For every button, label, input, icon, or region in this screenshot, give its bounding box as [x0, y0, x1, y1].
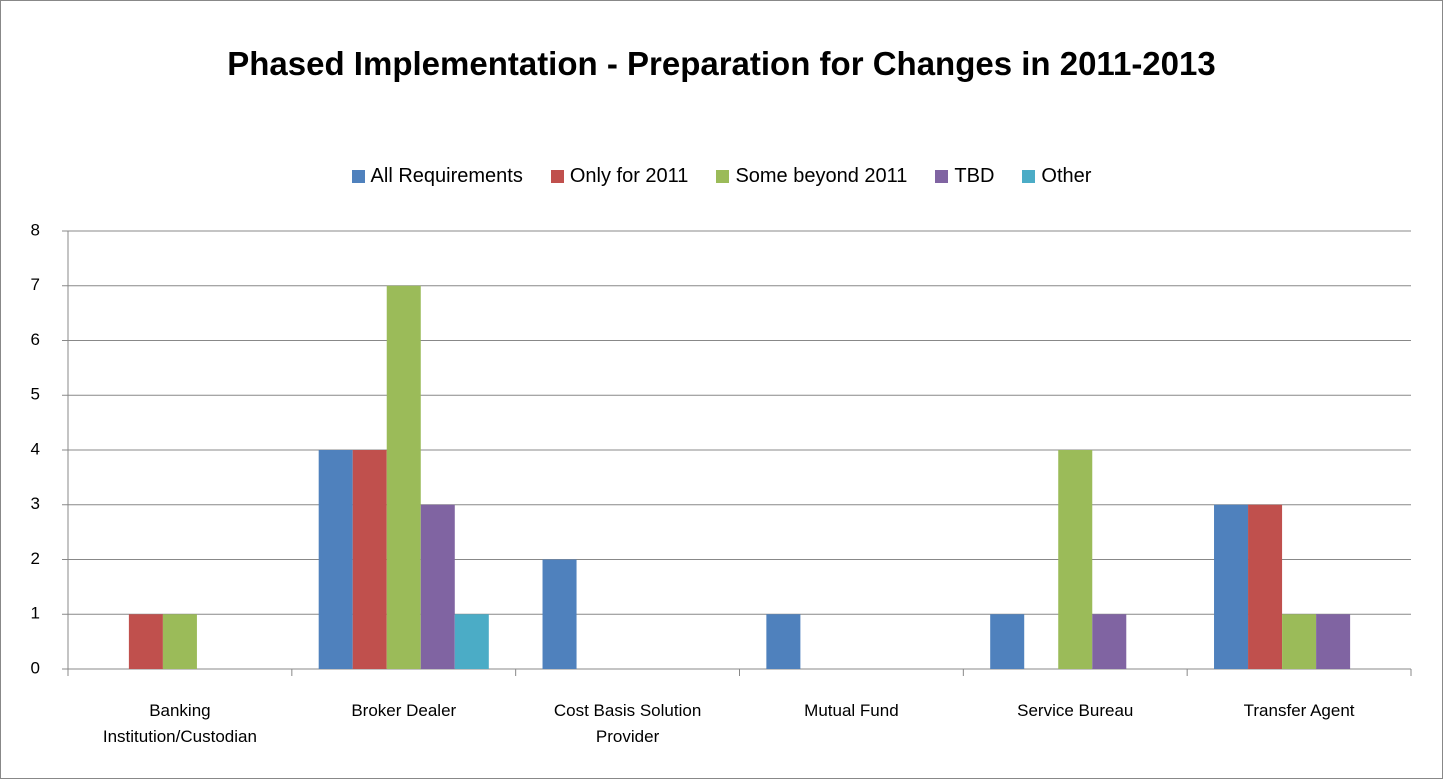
legend-item: Some beyond 2011 — [716, 165, 907, 188]
bar — [454, 614, 489, 669]
bar — [990, 614, 1025, 669]
bar — [1316, 614, 1351, 669]
y-tick-label: 0 — [31, 658, 40, 677]
y-tick-label: 2 — [31, 549, 40, 568]
legend-swatch — [1022, 170, 1036, 183]
y-tick-label: 5 — [31, 385, 40, 404]
bar — [318, 450, 353, 669]
x-tick-label: Service Bureau — [1017, 701, 1134, 720]
legend-label: All Requirements — [370, 165, 523, 187]
bar — [162, 614, 197, 669]
legend-item: Other — [1022, 165, 1091, 188]
y-tick-label: 4 — [31, 439, 40, 458]
bar — [1092, 614, 1127, 669]
y-tick-label: 1 — [31, 604, 40, 623]
bar — [766, 614, 801, 669]
y-tick-label: 3 — [31, 494, 40, 513]
y-tick-label: 8 — [31, 220, 40, 239]
bar — [1058, 450, 1093, 669]
legend-swatch — [550, 170, 564, 183]
legend-swatch — [351, 170, 365, 183]
legend-label: Other — [1041, 165, 1092, 187]
legend-item: Only for 2011 — [550, 165, 689, 188]
legend: All Requirements Only for 2011 Some beyond… — [1, 165, 1442, 188]
bar — [1248, 504, 1283, 669]
bar — [420, 504, 455, 669]
bar — [542, 559, 577, 669]
legend-item: All Requirements — [351, 165, 523, 188]
x-tick-label: Transfer Agent — [1243, 701, 1355, 720]
bar — [1282, 614, 1317, 669]
bar — [1214, 504, 1249, 669]
bar — [386, 285, 421, 669]
x-tick-label: Cost Basis Solution Provider — [553, 701, 702, 746]
y-tick-label: 7 — [31, 275, 40, 294]
legend-swatch — [935, 170, 949, 183]
bar — [352, 450, 387, 669]
legend-swatch — [716, 170, 730, 183]
x-tick-label: Banking Institution/Custodian — [102, 701, 257, 746]
x-tick-label: Broker Dealer — [351, 701, 457, 720]
y-tick-label: 6 — [31, 330, 40, 349]
legend-label: TBD — [954, 165, 995, 187]
legend-item: TBD — [935, 165, 994, 188]
chart-title: Phased Implementation - Preparation for … — [227, 45, 1216, 82]
bar — [128, 614, 163, 669]
x-tick-label: Mutual Fund — [804, 701, 899, 720]
legend-label: Only for 2011 — [569, 165, 689, 187]
legend-label: Some beyond 2011 — [735, 165, 908, 187]
